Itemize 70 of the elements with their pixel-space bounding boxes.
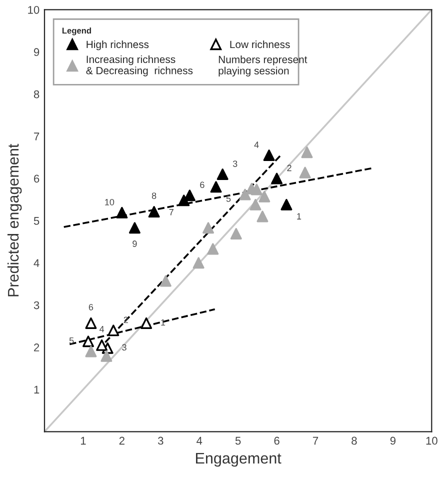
point (230, 228, 242, 240)
x-tick-label: 8 (352, 436, 357, 445)
x-tick-label: 5 (235, 436, 241, 445)
y-tick-label: 8 (34, 90, 40, 98)
point (82, 336, 94, 348)
point (148, 206, 160, 218)
y-tick-label: 10 (28, 6, 40, 14)
annotation: 6 (200, 182, 204, 188)
annotation: 4 (99, 326, 104, 332)
point (96, 339, 108, 351)
legend-label: High richness (86, 40, 149, 50)
point (160, 275, 172, 287)
point (116, 206, 128, 218)
annotation: 6 (88, 304, 94, 310)
y-tick-label: 4 (34, 259, 40, 267)
x-tick-label: 2 (119, 436, 124, 445)
annotation: 8 (152, 192, 156, 199)
point (250, 184, 262, 196)
point (299, 166, 311, 178)
point (178, 194, 190, 206)
point (85, 346, 97, 358)
legend-title: Legend (62, 27, 91, 36)
legend-label: Increasing richness & Decreasing richness (86, 55, 193, 76)
point (239, 188, 251, 200)
legend-label: Low richness (230, 40, 290, 48)
y-tick-label: 5 (34, 217, 40, 225)
annotation: 5 (69, 337, 74, 344)
x-tick-label: 1 (80, 436, 86, 445)
annotation: 2 (124, 316, 128, 323)
point (210, 181, 222, 193)
point (100, 350, 112, 362)
annotation: 9 (132, 240, 137, 247)
point (271, 172, 283, 184)
point (192, 257, 204, 269)
x-tick-label: 9 (390, 436, 396, 445)
annotation: 5 (226, 196, 231, 202)
annotation: 2 (287, 164, 292, 172)
y-tick-label: 7 (34, 132, 40, 140)
annotation: 3 (122, 344, 126, 351)
x-tick-label: 7 (312, 436, 318, 445)
point (216, 168, 228, 180)
annotation: Numbers represent playing session (218, 56, 308, 76)
x-tick-label: 3 (158, 436, 164, 445)
y-tick-label: 1 (34, 386, 40, 394)
point (256, 210, 268, 222)
annotation: 3 (232, 160, 238, 167)
y-tick-label: 9 (34, 48, 40, 56)
point (85, 317, 97, 329)
point (128, 222, 140, 234)
point (280, 198, 292, 210)
y-tick-label: 2 (34, 344, 40, 352)
x-tick-label: 4 (196, 436, 202, 445)
point (301, 146, 313, 158)
point (207, 243, 219, 255)
annotation: 7 (169, 209, 174, 216)
point (202, 222, 214, 234)
x-axis-title: Engagement (196, 452, 282, 467)
annotation: 10 (105, 198, 114, 206)
y-tick-label: 3 (34, 301, 40, 310)
point (258, 190, 270, 202)
x-tick-label: 6 (274, 436, 280, 445)
y-axis-title: Predicted engagement (7, 144, 22, 296)
y-tick-label: 6 (34, 174, 40, 183)
point (140, 317, 152, 329)
annotation: 1 (297, 213, 302, 220)
point (250, 198, 262, 210)
point (263, 150, 275, 162)
x-tick-label: 10 (426, 436, 438, 445)
annotation: 4 (254, 142, 259, 148)
point (108, 324, 120, 336)
